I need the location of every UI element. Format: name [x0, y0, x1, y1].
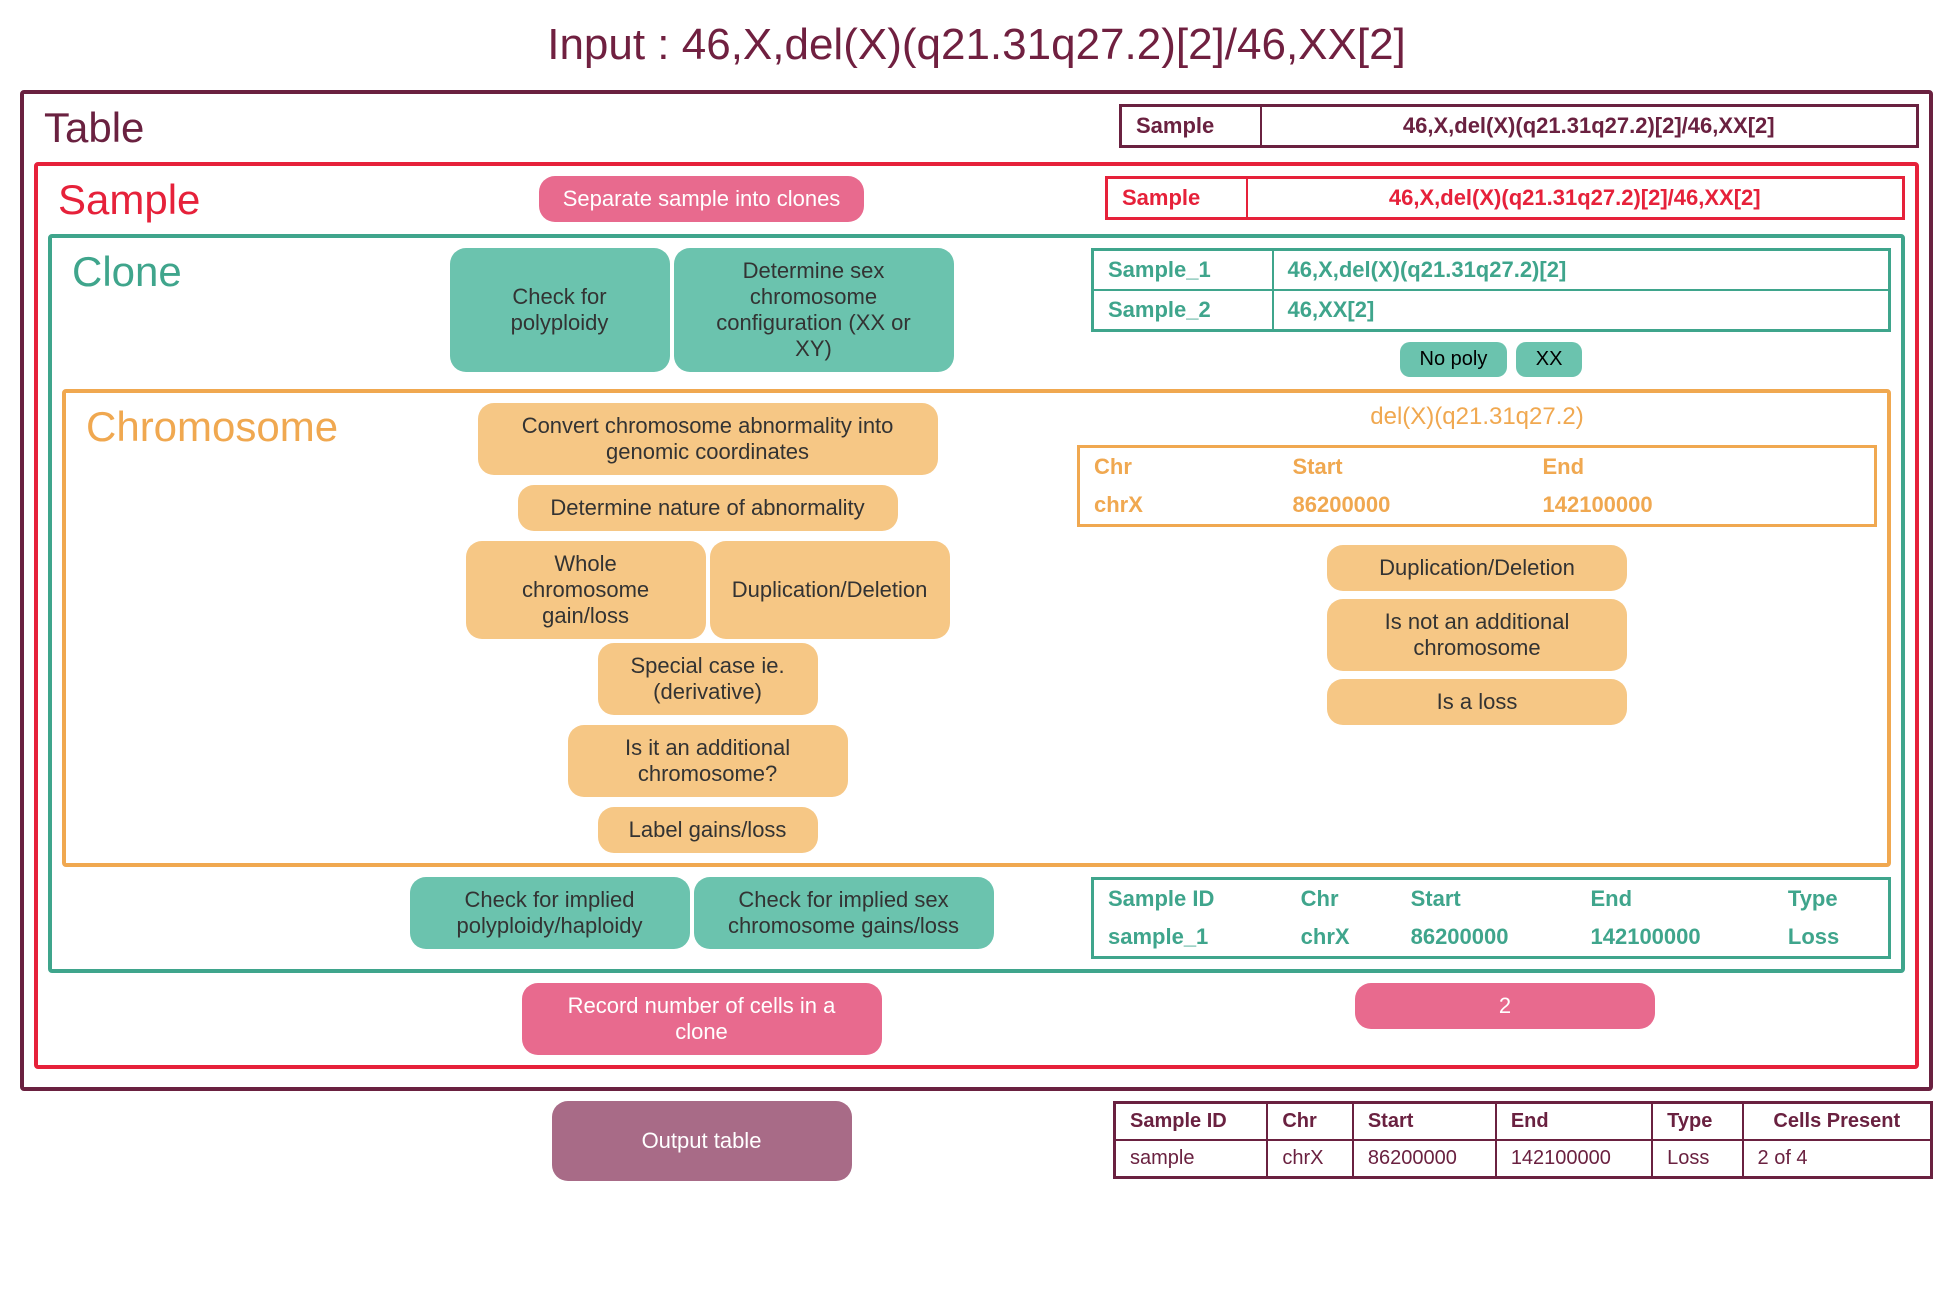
out-type: Loss: [1652, 1140, 1742, 1178]
out-hdr-sampleid: Sample ID: [1115, 1103, 1268, 1141]
out-hdr-type: Type: [1652, 1103, 1742, 1141]
clone-label: Clone: [62, 248, 312, 296]
cr-hdr-end: End: [1577, 879, 1774, 919]
out-sampleid: sample: [1115, 1140, 1268, 1178]
additional-chr-pill: Is it an additional chromosome?: [568, 725, 848, 797]
region-start: 86200000: [1279, 486, 1529, 526]
cr-hdr-sampleid: Sample ID: [1093, 879, 1287, 919]
output-table-pill: Output table: [552, 1101, 852, 1181]
no-poly-badge: No poly: [1400, 342, 1508, 377]
out-hdr-chr: Chr: [1267, 1103, 1352, 1141]
input-title: Input : 46,X,del(X)(q21.31q27.2)[2]/46,X…: [20, 20, 1933, 70]
region-hdr-chr: Chr: [1079, 447, 1279, 487]
separate-clones-pill: Separate sample into clones: [539, 176, 865, 222]
clone-row1-id: Sample_1: [1093, 250, 1273, 291]
clone-result-table: Sample ID Chr Start End Type sample_1 ch…: [1091, 877, 1891, 959]
clone-row2-id: Sample_2: [1093, 290, 1273, 331]
clone-row1-val: 46,X,del(X)(q21.31q27.2)[2]: [1273, 250, 1890, 291]
chromosome-layer: Chromosome Convert chromosome abnormalit…: [62, 389, 1891, 867]
check-polyploidy-pill: Check for polyploidy: [450, 248, 670, 372]
out-hdr-cells: Cells Present: [1743, 1103, 1932, 1141]
region-label: del(X)(q21.31q27.2): [1077, 403, 1877, 431]
out-cells: 2 of 4: [1743, 1140, 1932, 1178]
cr-start: 86200000: [1397, 918, 1577, 958]
result-dup-del-pill: Duplication/Deletion: [1327, 545, 1627, 591]
region-hdr-end: End: [1529, 447, 1876, 487]
convert-coordinates-pill: Convert chromosome abnormality into geno…: [478, 403, 938, 475]
output-table: Sample ID Chr Start End Type Cells Prese…: [1113, 1101, 1933, 1179]
whole-chr-pill: Whole chromosome gain/loss: [466, 541, 706, 639]
table-label: Table: [34, 104, 284, 152]
cr-hdr-chr: Chr: [1287, 879, 1397, 919]
special-case-pill: Special case ie. (derivative): [598, 643, 818, 715]
table-layer: Table Sample 46,X,del(X)(q21.31q27.2)[2]…: [20, 90, 1933, 1091]
table-sample-value: 46,X,del(X)(q21.31q27.2)[2]/46,XX[2]: [1261, 106, 1918, 147]
sample-table-value: 46,X,del(X)(q21.31q27.2)[2]/46,XX[2]: [1247, 178, 1904, 219]
sample-layer: Sample Separate sample into clones Sampl…: [34, 162, 1919, 1069]
label-gains-loss-pill: Label gains/loss: [598, 807, 818, 853]
cr-type: Loss: [1774, 918, 1890, 958]
sample-table: Sample 46,X,del(X)(q21.31q27.2)[2]/46,XX…: [1105, 176, 1905, 220]
table-sample-table: Sample 46,X,del(X)(q21.31q27.2)[2]/46,XX…: [1119, 104, 1919, 148]
out-start: 86200000: [1353, 1140, 1496, 1178]
cr-end: 142100000: [1577, 918, 1774, 958]
result-not-additional-pill: Is not an additional chromosome: [1327, 599, 1627, 671]
clone-table: Sample_1 46,X,del(X)(q21.31q27.2)[2] Sam…: [1091, 248, 1891, 332]
implied-sex-pill: Check for implied sex chromosome gains/l…: [694, 877, 994, 949]
implied-polyploidy-pill: Check for implied polyploidy/haploidy: [410, 877, 690, 949]
sample-table-label: Sample: [1107, 178, 1247, 219]
region-table: Chr Start End chrX 86200000 142100000: [1077, 445, 1877, 527]
dup-del-pill: Duplication/Deletion: [710, 541, 950, 639]
clone-layer: Clone Check for polyploidy Determine sex…: [48, 234, 1905, 973]
table-sample-label: Sample: [1121, 106, 1261, 147]
result-is-loss-pill: Is a loss: [1327, 679, 1627, 725]
out-chr: chrX: [1267, 1140, 1352, 1178]
cr-chr: chrX: [1287, 918, 1397, 958]
region-chr: chrX: [1079, 486, 1279, 526]
cr-hdr-start: Start: [1397, 879, 1577, 919]
out-hdr-end: End: [1496, 1103, 1652, 1141]
determine-sex-pill: Determine sex chromosome configuration (…: [674, 248, 954, 372]
cr-hdr-type: Type: [1774, 879, 1890, 919]
determine-nature-pill: Determine nature of abnormality: [518, 485, 898, 531]
cell-count-pill: 2: [1355, 983, 1655, 1029]
region-hdr-start: Start: [1279, 447, 1529, 487]
clone-row2-val: 46,XX[2]: [1273, 290, 1890, 331]
out-end: 142100000: [1496, 1140, 1652, 1178]
out-hdr-start: Start: [1353, 1103, 1496, 1141]
record-cells-pill: Record number of cells in a clone: [522, 983, 882, 1055]
xx-badge: XX: [1516, 342, 1583, 377]
chromosome-label: Chromosome: [76, 403, 338, 451]
cr-sampleid: sample_1: [1093, 918, 1287, 958]
region-end: 142100000: [1529, 486, 1876, 526]
sample-label: Sample: [48, 176, 298, 224]
